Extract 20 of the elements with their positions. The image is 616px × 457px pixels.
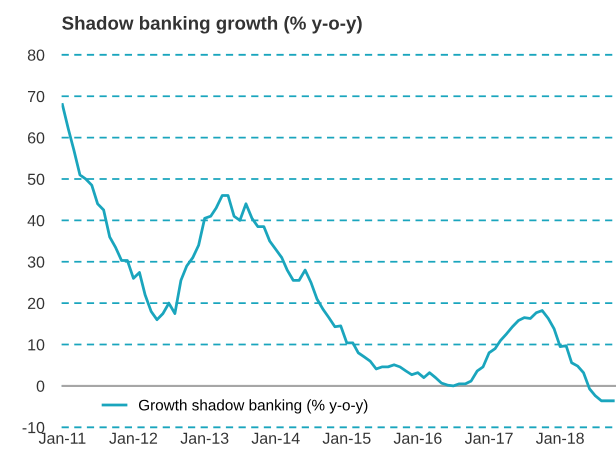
y-tick-label: 20 xyxy=(28,298,44,310)
x-tick-label: Jan-11 xyxy=(38,432,86,444)
x-tick-label: Jan-16 xyxy=(394,432,442,444)
y-tick-label: 80 xyxy=(28,49,44,61)
x-tick-label: Jan-14 xyxy=(252,432,300,444)
x-tick-label: Jan-15 xyxy=(322,432,371,444)
y-tick-label: 70 xyxy=(28,90,44,102)
y-tick-label: 40 xyxy=(28,215,44,226)
y-tick-label: 50 xyxy=(28,174,44,185)
y-tick-label: -10 xyxy=(22,422,44,434)
legend-label: Growth shadow banking (% y-o-y) xyxy=(138,399,368,414)
x-tick-label: Jan-18 xyxy=(536,432,584,444)
y-tick-label: 60 xyxy=(28,132,44,144)
y-tick-label: 30 xyxy=(28,256,44,268)
x-tick-label: Jan-17 xyxy=(464,432,513,444)
y-tick-label: 10 xyxy=(28,339,44,350)
x-tick-label: Jan-13 xyxy=(180,432,228,444)
chart-title: Shadow banking growth (% y-o-y) xyxy=(62,16,362,34)
y-tick-label: 0 xyxy=(36,380,44,392)
x-tick-label: Jan-12 xyxy=(109,432,158,444)
